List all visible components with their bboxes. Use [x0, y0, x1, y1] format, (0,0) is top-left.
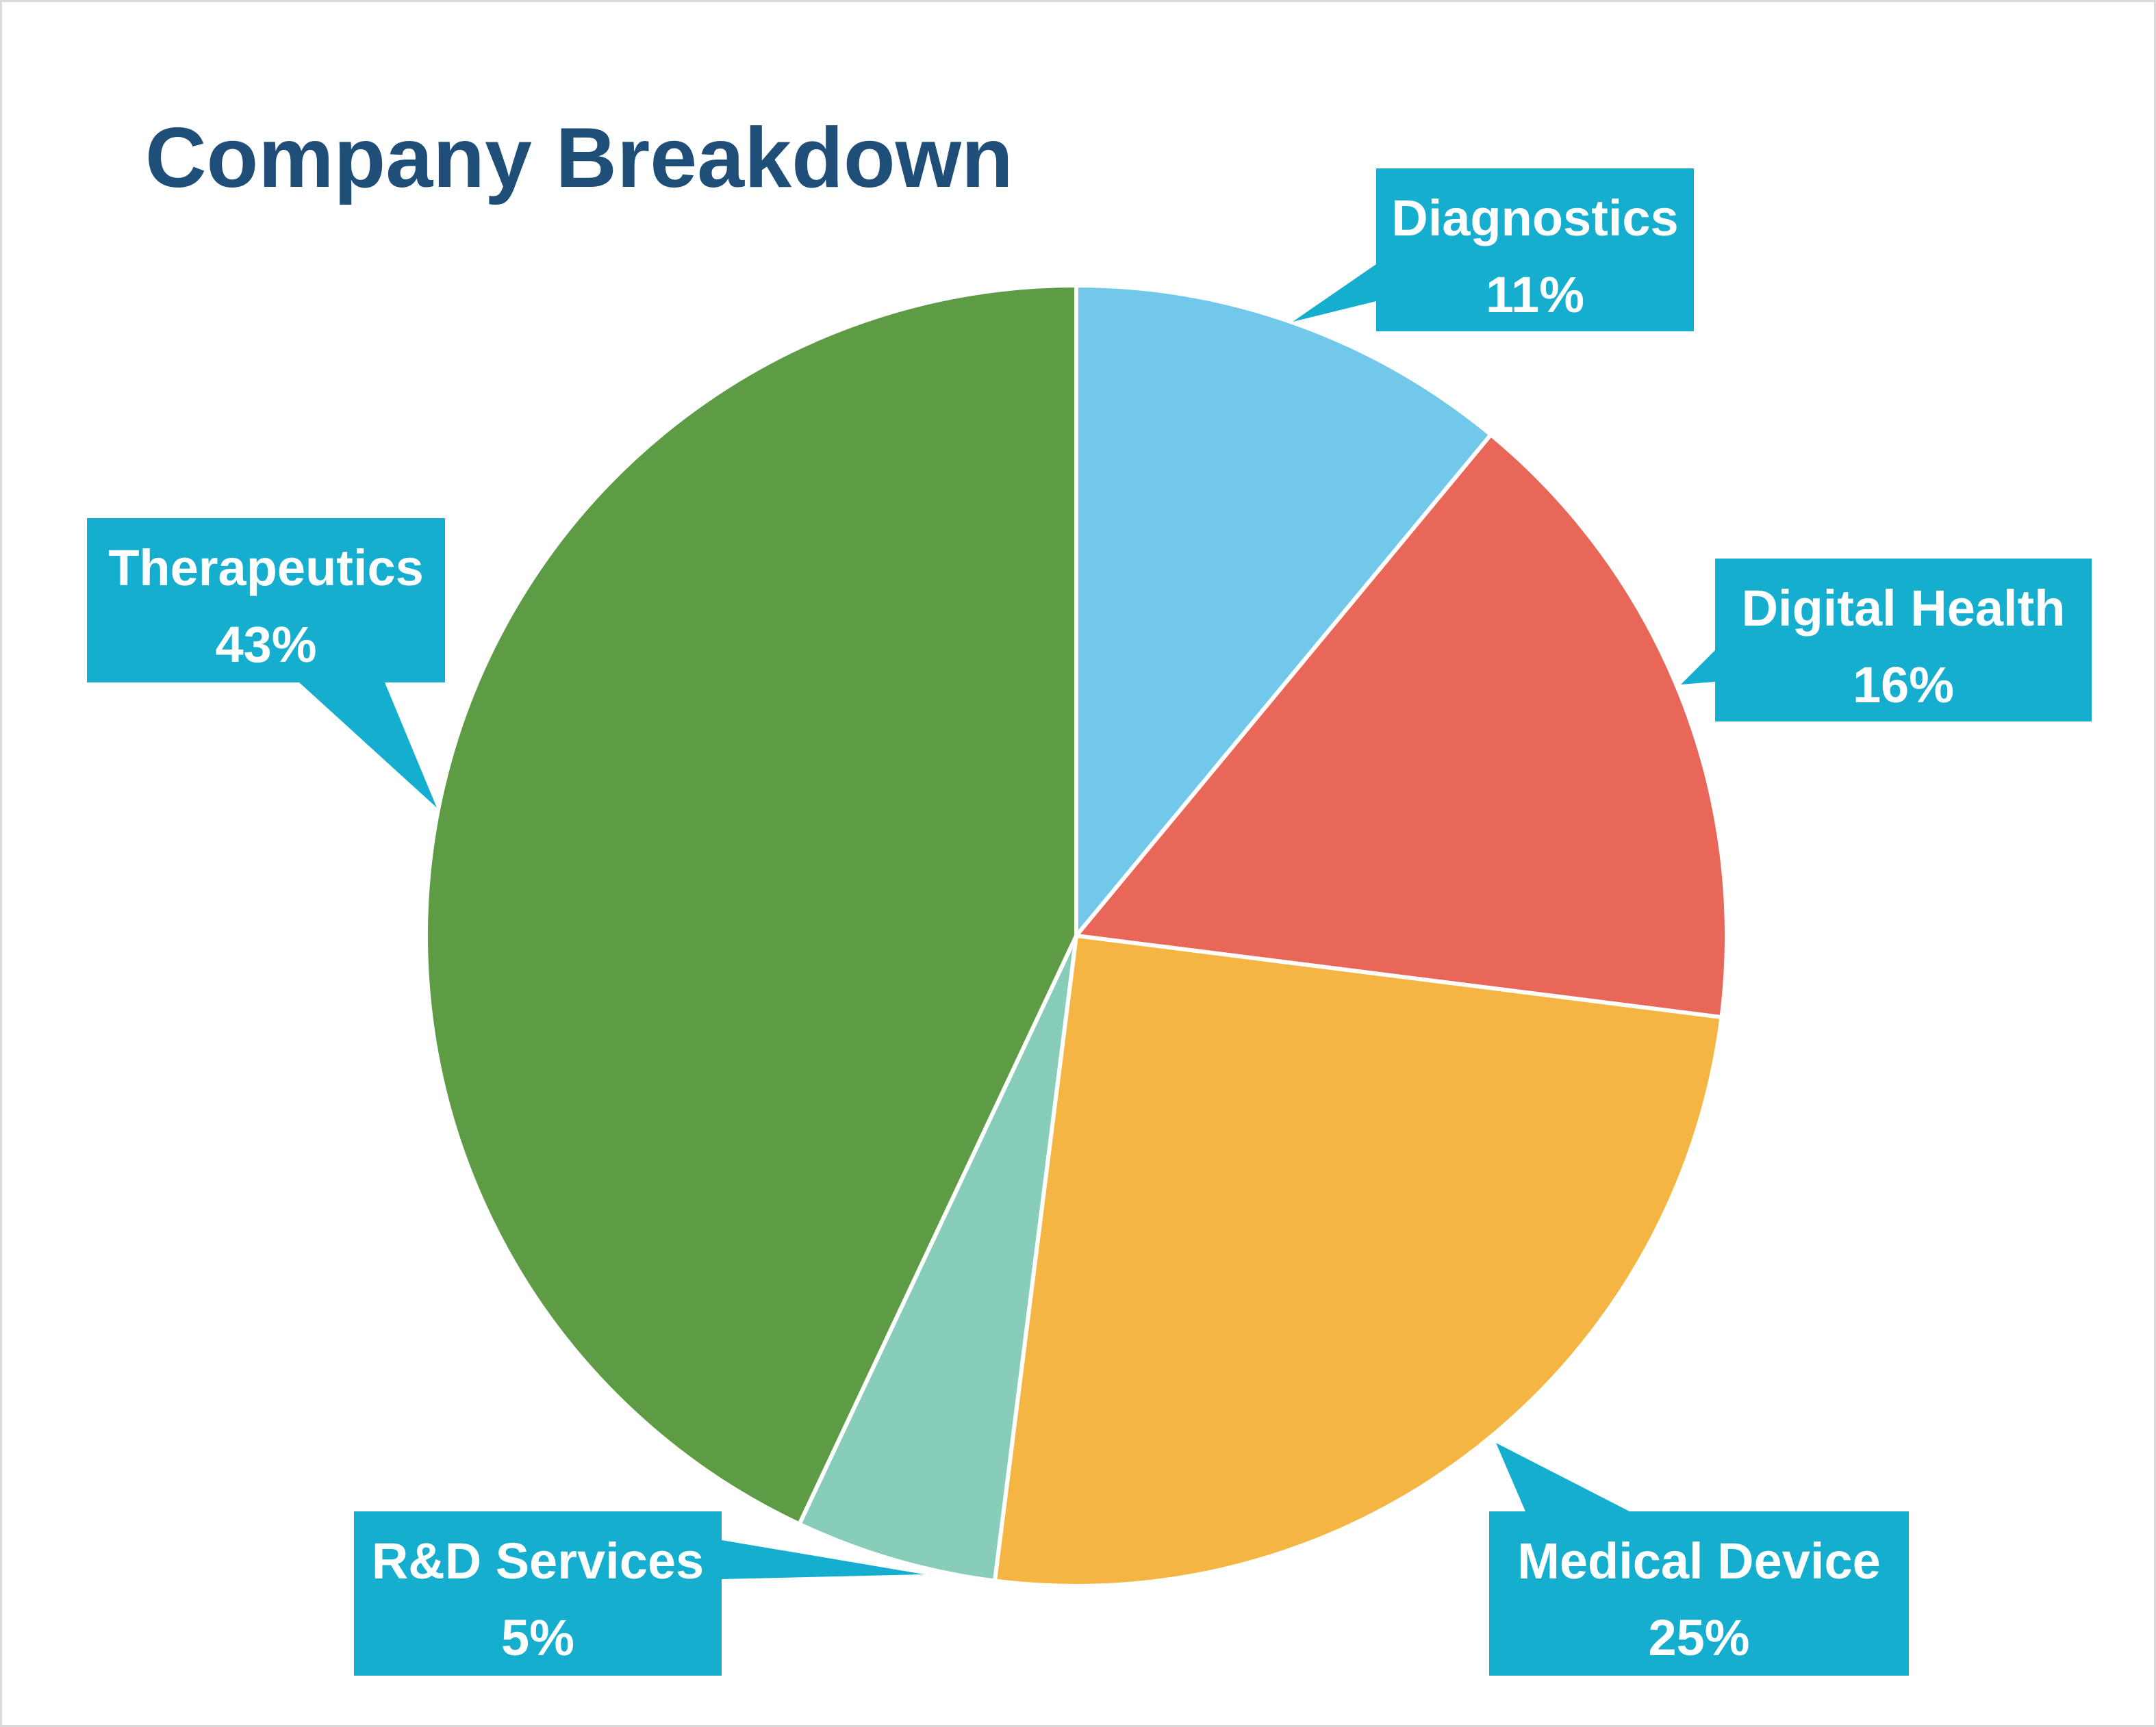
chart-title: Company Breakdown — [145, 111, 1013, 205]
callout-box — [354, 1511, 722, 1676]
slice-label: Therapeutics — [108, 539, 424, 596]
callout-digital-health: Digital Health 16% — [1681, 559, 2092, 721]
callout-randd-services: R&D Services 5% — [354, 1511, 924, 1676]
pie-slice-digital-health — [1074, 433, 1729, 1020]
pie-slice-diagnostics — [1074, 283, 1493, 938]
slice-label: R&D Services — [372, 1533, 704, 1589]
callout-box — [1489, 1511, 1909, 1676]
callout-box — [1715, 559, 2092, 721]
callout-therapeutics: Therapeutics 43% — [87, 518, 445, 808]
pie-slices — [423, 283, 1729, 1588]
callout-pointer — [299, 682, 437, 808]
callout-box — [1376, 168, 1694, 331]
slice-value-label: 25% — [1648, 1609, 1749, 1666]
slice-label: Diagnostics — [1391, 190, 1678, 246]
callout-pointer — [1681, 650, 1715, 685]
slice-label: Medical Device — [1517, 1533, 1881, 1589]
slice-value-label: 11% — [1486, 266, 1584, 323]
pie-slice-randd-services — [797, 934, 1078, 1583]
slice-value-label: 5% — [501, 1609, 574, 1666]
slice-value-label: 43% — [215, 616, 316, 673]
callout-pointer — [1496, 1443, 1629, 1511]
callout-diagnostics: Diagnostics 11% — [1293, 168, 1694, 331]
pie-callouts: Diagnostics 11% Digital Health 16% Medical D… — [87, 168, 2092, 1676]
pie-slice-therapeutics — [423, 283, 1078, 1526]
slice-label: Digital Health — [1742, 580, 2066, 637]
callout-pointer — [722, 1540, 924, 1579]
callout-medical-device: Medical Device 25% — [1489, 1443, 1909, 1676]
callout-box — [87, 518, 445, 682]
callout-pointer — [1293, 264, 1376, 322]
slice-value-label: 16% — [1853, 656, 1954, 713]
pie-slice-medical-device — [992, 934, 1724, 1588]
